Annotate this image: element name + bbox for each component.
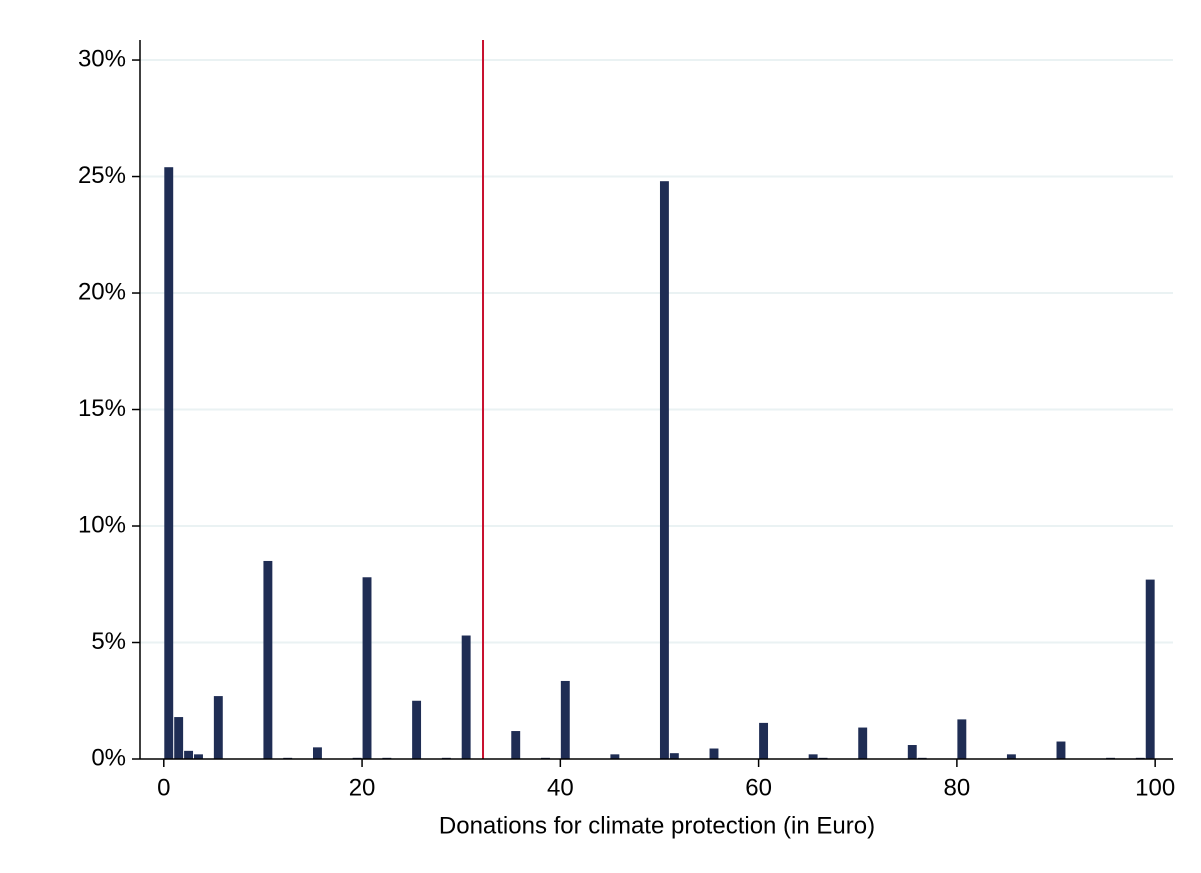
bar bbox=[362, 577, 372, 759]
bar bbox=[669, 753, 679, 759]
bar bbox=[213, 696, 223, 759]
x-tick-label: 40 bbox=[547, 774, 574, 801]
bar bbox=[263, 560, 273, 759]
y-tick-label: 0% bbox=[91, 744, 126, 771]
bar bbox=[1056, 741, 1066, 759]
x-tick-label: 0 bbox=[157, 774, 170, 801]
y-tick-label: 25% bbox=[78, 162, 126, 189]
x-tick-label: 80 bbox=[944, 774, 971, 801]
bar bbox=[808, 754, 818, 759]
bar bbox=[560, 680, 570, 759]
x-tick-label: 100 bbox=[1135, 774, 1175, 801]
bar bbox=[610, 754, 620, 759]
bar bbox=[174, 717, 184, 759]
bar bbox=[659, 181, 669, 759]
y-tick-label: 30% bbox=[78, 45, 126, 72]
bar bbox=[164, 167, 174, 759]
bar bbox=[759, 722, 769, 759]
bar bbox=[709, 748, 719, 759]
x-tick-label: 20 bbox=[349, 774, 376, 801]
bar bbox=[1006, 754, 1016, 759]
bar bbox=[907, 745, 917, 759]
bar bbox=[194, 754, 203, 759]
bar bbox=[461, 635, 471, 759]
y-tick-label: 10% bbox=[78, 511, 126, 538]
bar bbox=[184, 750, 194, 759]
x-axis-label: Donations for climate protection (in Eur… bbox=[439, 812, 875, 839]
bar bbox=[312, 747, 322, 759]
bar bbox=[858, 727, 868, 759]
x-tick-label: 60 bbox=[745, 774, 772, 801]
y-tick-label: 15% bbox=[78, 395, 126, 422]
y-tick-label: 20% bbox=[78, 278, 126, 305]
bar bbox=[957, 719, 967, 759]
bar bbox=[412, 700, 422, 759]
bar bbox=[511, 731, 521, 759]
bar bbox=[1145, 579, 1155, 759]
y-tick-label: 5% bbox=[91, 628, 126, 655]
